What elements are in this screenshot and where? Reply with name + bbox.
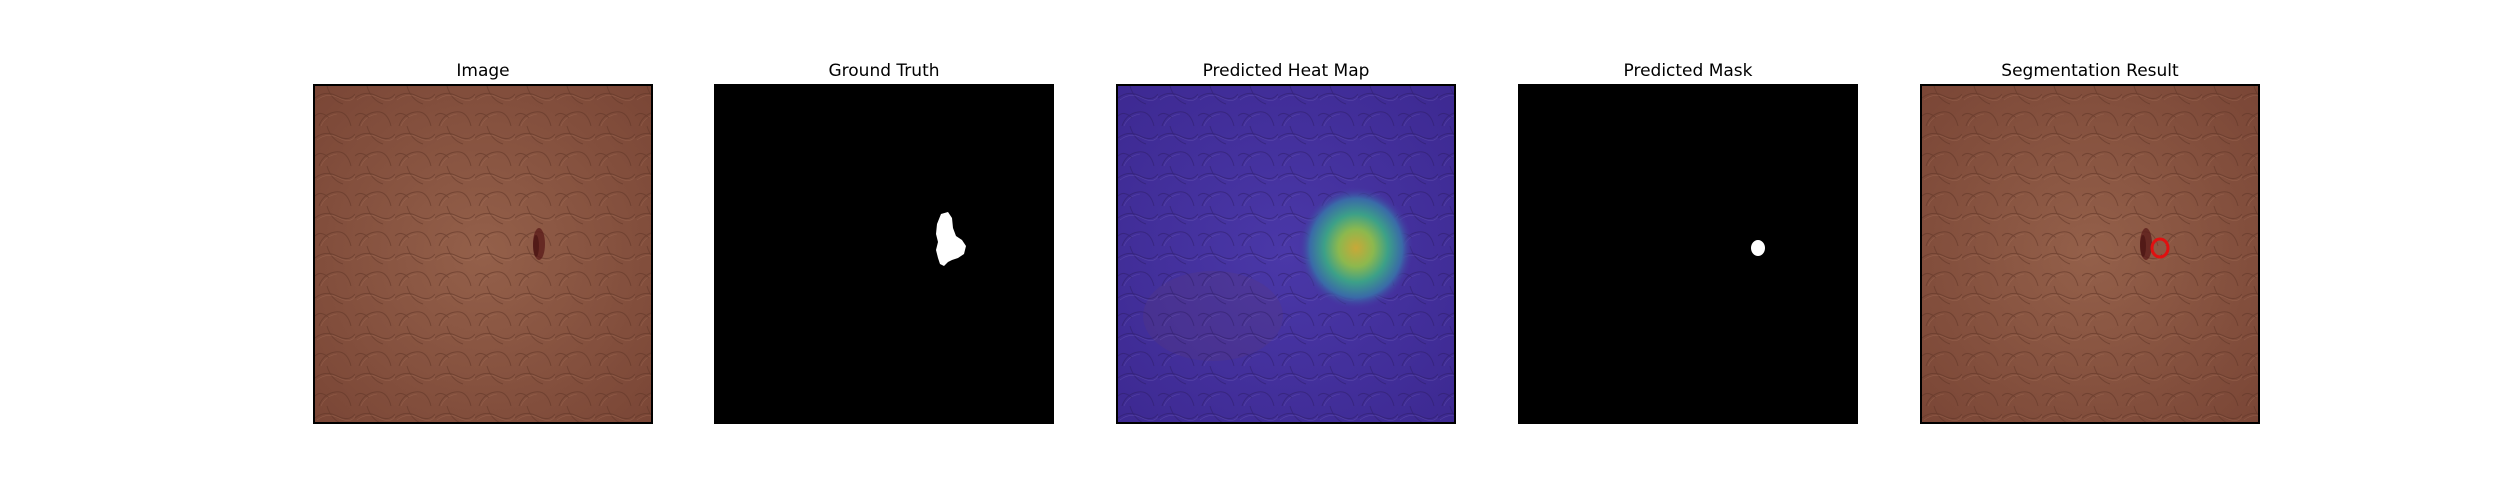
segmentation-result-frame [1920,84,2260,424]
ground-truth-frame [714,84,1054,424]
panel-title-segmentation-result: Segmentation Result [2001,61,2179,81]
predicted-region [1751,240,1765,256]
heat-hotspot [1298,186,1414,310]
heat-map [1118,86,1454,422]
ground-truth-region [936,212,966,266]
panel-title-predicted-mask: Predicted Mask [1623,61,1753,81]
panel-title-ground-truth: Ground Truth [828,61,940,81]
heat-map-frame [1116,84,1456,424]
segmentation-overlay [1922,86,2258,422]
leather-image [315,86,651,422]
predicted-mask-frame [1518,84,1858,424]
predicted-mask [1520,86,1856,422]
panel-title-image: Image [456,61,510,81]
panel-title-heat-map: Predicted Heat Map [1202,61,1370,81]
image-frame [313,84,653,424]
segmentation-contour [2150,237,2170,259]
ground-truth-mask [716,86,1052,422]
